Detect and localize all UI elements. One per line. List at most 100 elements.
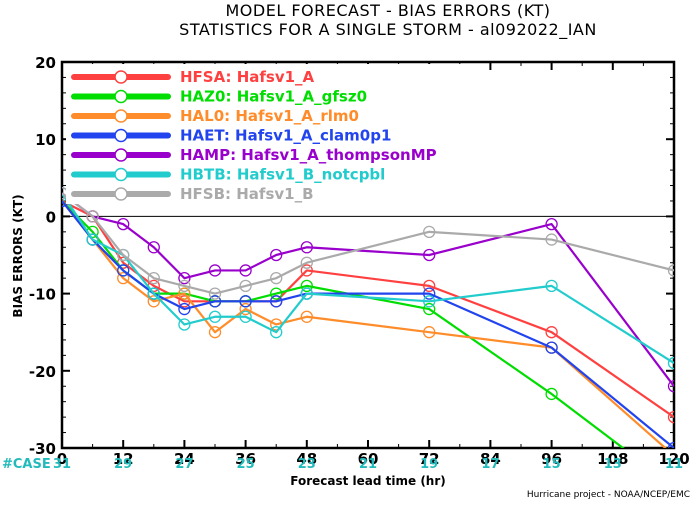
data-point [300,256,313,269]
x-tick-label: 60 [358,450,379,468]
legend-swatch-marker [114,128,128,143]
y-tick-label: -20 [29,363,56,381]
legend-swatch-marker [114,70,128,84]
y-tick-label: -10 [29,286,56,304]
case-count-label: 25 [237,457,255,472]
data-point [178,287,191,300]
data-point [270,248,283,262]
case-count-label: 29 [114,457,132,472]
data-point [545,387,558,401]
series-line [62,200,674,448]
data-point [178,279,191,293]
chart-subtitle: STATISTICS FOR A SINGLE STORM - al092022… [179,20,597,40]
legend-swatch-marker [114,187,128,201]
case-count-label: 17 [481,457,499,472]
data-point [208,287,222,300]
legend-entry-label: HFSB: Hafsv1_B [180,185,314,203]
case-count-label: 27 [175,457,193,472]
data-point [147,295,160,308]
case-count-label: 19 [420,457,438,472]
data-point [147,241,160,254]
y-tick-label: 10 [35,131,56,149]
data-point [208,295,222,308]
data-point [86,233,99,246]
data-point [545,233,558,246]
data-point [117,264,130,277]
y-tick-label: 0 [46,208,56,226]
data-point [423,302,436,316]
data-point [208,326,222,339]
x-tick-label: 96 [541,450,562,468]
legend-entry-label: HBTB: Hafsv1_B_notcpbl [180,166,385,184]
data-point [667,380,674,393]
data-point [208,310,222,323]
legend-swatch-marker [114,109,128,123]
data-point [667,264,674,277]
y-tick-label: 20 [35,54,56,72]
data-point [423,248,436,262]
case-count-label: 11 [665,457,683,472]
data-point [300,264,313,277]
case-count-label: 21 [359,457,377,472]
x-tick-label: 48 [296,450,317,468]
legend-swatch-marker [114,167,128,182]
x-tick-label: 12 [113,450,134,468]
data-point [239,264,252,277]
data-point [300,241,313,254]
data-point [300,279,313,293]
data-point [545,326,558,339]
data-point [300,310,313,323]
x-tick-label: 36 [235,450,256,468]
legend-entry-label: HAZ0: Hafsv1_A_gfsz0 [180,88,367,106]
data-point [300,287,313,300]
data-point [545,217,558,231]
legend-entry-label: HAET: Hafsv1_A_clam0p1 [180,127,391,145]
x-tick-label: 84 [480,450,501,468]
legend-swatch-marker [114,148,128,162]
case-count-label: 23 [298,457,316,472]
x-tick-label: 108 [597,450,628,468]
data-point [117,248,130,262]
case-count-label: 13 [604,457,622,472]
data-point [86,210,99,223]
data-point [270,295,283,308]
case-label: #CASE [2,457,51,472]
data-point [178,272,191,285]
y-tick-label: -30 [29,440,56,458]
data-point [270,326,283,339]
data-point [117,272,130,285]
data-point [208,264,222,277]
data-point [239,279,252,293]
data-point [270,287,283,300]
legend-entry-label: HFSA: Hafsv1_A [180,68,315,86]
data-point [423,287,436,300]
data-point [423,326,436,339]
data-point [270,272,283,285]
data-point [117,217,130,231]
y-axis-label: BIAS ERRORS (KT) [11,194,25,317]
credit-text: Hurricane project - NOAA/NCEP/EMC [527,490,690,500]
data-point [423,295,436,308]
x-tick-label: 120 [658,450,689,468]
series-line [62,192,674,295]
case-count-label: 15 [543,457,561,472]
data-point [667,410,674,424]
x-tick-label: 0 [57,450,67,468]
legend-entry-label: HAMP: Hafsv1_A_thompsonMP [180,146,437,164]
legend-entry-label: HAL0: Hafsv1_A_rlm0 [180,107,359,125]
chart-title: MODEL FORECAST - BIAS ERRORS (KT) [225,1,550,20]
x-axis-label: Forecast lead time (hr) [290,474,446,488]
data-point [178,318,191,331]
data-point [545,279,558,293]
data-point [147,272,160,285]
data-point [423,225,436,238]
legend-swatch-marker [114,89,128,104]
data-point [667,356,674,370]
data-point [239,295,252,308]
data-point [239,310,252,323]
data-point [178,302,191,316]
series-line [62,192,674,387]
legend: HFSA: Hafsv1_A HAZ0: Hafsv1_A_gfsz0HAL0: … [66,64,484,204]
